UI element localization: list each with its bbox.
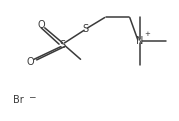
- Text: O: O: [27, 57, 34, 67]
- Text: S: S: [83, 24, 89, 34]
- Text: −: −: [28, 92, 35, 101]
- Text: N: N: [136, 36, 143, 46]
- Text: O: O: [37, 20, 45, 30]
- Text: S: S: [60, 40, 66, 50]
- Text: Br: Br: [13, 95, 23, 105]
- Text: +: +: [144, 31, 150, 37]
